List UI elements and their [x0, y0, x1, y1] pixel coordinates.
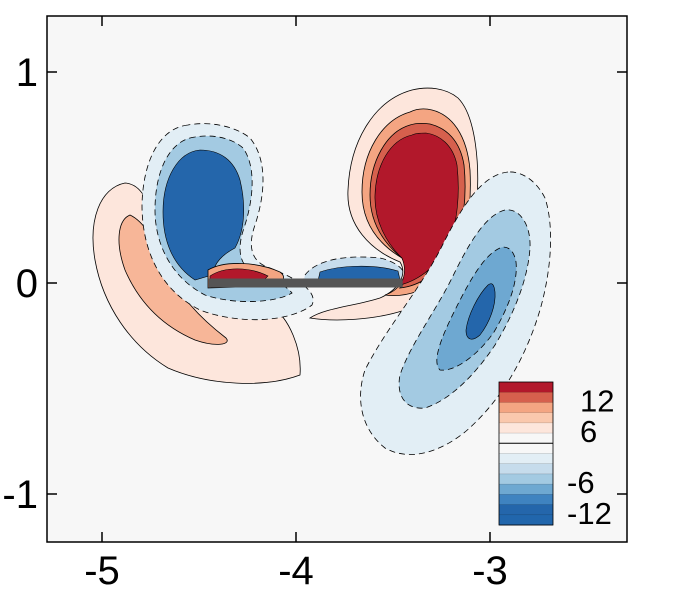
colorbar-swatch: [499, 453, 553, 465]
contour-fill-negative-14-mid: [317, 265, 401, 282]
contour-fill-negative-14: [162, 149, 244, 281]
contour-fill-positive-14-right: [374, 132, 459, 286]
colorbar-swatch: [499, 412, 553, 424]
contour-fill-negative-14-right: [465, 283, 496, 340]
plot-frame: [46, 15, 628, 543]
colorbar-swatch: [499, 392, 553, 403]
negative-right-region: [360, 171, 551, 455]
y-tick-label-0: 0: [16, 262, 38, 306]
y-tick-label-1: 1: [16, 51, 38, 95]
x-tick-label-neg3: -3: [472, 549, 508, 593]
colorbar-label-12: 12: [580, 383, 614, 418]
colorbar-swatch: [499, 473, 553, 485]
y-tick-label-neg1: -1: [2, 473, 38, 517]
colorbar-swatch: [499, 463, 553, 475]
colorbar-legend: [498, 381, 554, 526]
colorbar-swatch: [499, 494, 553, 505]
colorbar-swatch: [499, 484, 553, 495]
tick-marks: [47, 16, 627, 542]
colorbar-label-6: 6: [580, 414, 597, 449]
colorbar-swatch: [499, 433, 553, 444]
colorbar-swatch: [499, 443, 553, 454]
colorbar-label-neg12: -12: [567, 496, 612, 531]
colorbar-swatch: [499, 504, 553, 516]
x-tick-label-neg4: -4: [278, 549, 314, 593]
colorbar-swatch: [499, 402, 553, 414]
colorbar-swatch: [499, 514, 553, 526]
colorbar-swatch: [499, 422, 553, 434]
x-tick-label-neg5: -5: [84, 549, 120, 593]
colorbar-label-neg6: -6: [567, 465, 595, 500]
colorbar-swatch: [499, 382, 553, 393]
colorbar-border: [498, 381, 554, 526]
